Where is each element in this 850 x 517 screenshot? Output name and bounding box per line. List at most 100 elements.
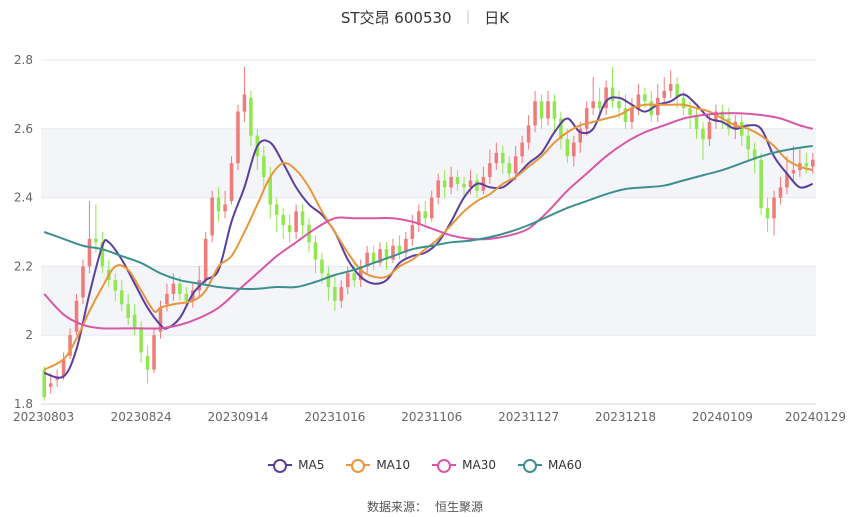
ma-line-ma30 [43,112,814,330]
candle-body [384,249,389,260]
candle-body [81,266,85,298]
candle-body [216,197,221,212]
candle-body [287,225,292,232]
candle-body [449,176,453,188]
candle-body [759,159,763,208]
x-tick-label: 20231127 [498,410,559,424]
candle-body [565,139,570,157]
candle-body [371,252,376,263]
candle-body [100,242,105,267]
legend-label-ma5: MA5 [298,458,325,472]
legend-swatch-ma60 [518,459,543,473]
candle-body [326,273,331,288]
candle-body [772,197,776,219]
candle-body [184,293,189,301]
candle-body [462,183,466,188]
candle-body [262,156,266,177]
candle-body [617,101,621,109]
source-label: 数据来源： [366,500,427,514]
candle-body [655,97,660,116]
candle-body [591,101,595,109]
stock-name: ST交昂 600530 [340,8,452,27]
y-tick-label: 2.6 [14,122,33,136]
candle-body [139,328,143,353]
candle-body [688,108,692,116]
candle-body [417,211,421,226]
candle-body [210,197,214,236]
candle-body [578,128,583,143]
candle-body [152,335,156,370]
candle-body [391,245,395,260]
x-tick-label: 20240109 [692,410,753,424]
legend: MA5 MA10 MA30 MA60 [0,458,850,473]
candle-body [423,211,428,219]
candle-body [178,283,182,294]
candle-body [752,149,757,160]
candle-body [119,290,124,305]
candle-body [500,152,505,164]
candle-body [507,163,512,174]
candle-body [546,101,550,119]
candle-body [300,211,305,226]
candle-body [662,90,667,98]
candle-body [236,111,240,164]
candle-body [810,159,815,167]
candle-body [94,238,98,243]
legend-item-ma30[interactable]: MA30 [432,458,496,473]
candle-body [739,121,744,136]
candle-body [358,266,363,281]
candle-body [68,335,72,356]
candle-body [145,355,150,370]
candle-body [791,170,796,174]
candle-body [785,173,789,188]
candle-body [313,242,318,260]
candle-body [475,180,479,191]
candle-body [61,359,66,377]
legend-item-ma5[interactable]: MA5 [268,458,325,473]
candle-body [720,111,725,119]
candle-body [455,176,460,184]
x-tick-label: 20240129 [785,410,846,424]
candle-body [429,197,434,219]
x-tick-label: 20230803 [13,410,74,424]
legend-item-ma60[interactable]: MA60 [518,458,582,473]
candle-body [229,163,234,202]
candle-body [48,383,53,387]
candle-body [281,214,285,226]
x-tick-label: 20231106 [401,410,462,424]
y-tick-label: 2.8 [14,53,33,67]
candle-body [610,87,615,102]
candle-body [513,156,518,174]
candle-body [158,307,163,332]
grid-band [41,128,816,198]
candle-body [249,97,253,136]
candle-body [636,94,641,109]
candle-body [74,300,79,332]
candle-body [436,180,440,198]
x-tick-label: 20231218 [595,410,656,424]
candle-body [643,94,647,102]
x-tick-label: 20230824 [111,410,172,424]
candle-body [584,108,589,129]
candle-body [694,115,699,129]
candle-body [378,249,382,263]
legend-label-ma60: MA60 [548,458,582,472]
candle-body [746,135,750,150]
candle-body [171,283,176,294]
candle-body [339,287,344,301]
x-tick-label: 20231016 [304,410,365,424]
candle-body [468,180,473,188]
ma-line-ma60 [43,145,813,290]
legend-swatch-ma30 [432,459,457,473]
candle-body [223,204,227,212]
candle-body [559,118,563,140]
candle-body [494,152,499,164]
legend-item-ma10[interactable]: MA10 [346,458,410,473]
candle-body [765,207,770,219]
candle-body [42,369,47,398]
candle-body [352,273,357,281]
candle-body [630,108,634,122]
candle-body [488,163,492,177]
grid-band [41,266,816,336]
candle-body [268,176,273,205]
